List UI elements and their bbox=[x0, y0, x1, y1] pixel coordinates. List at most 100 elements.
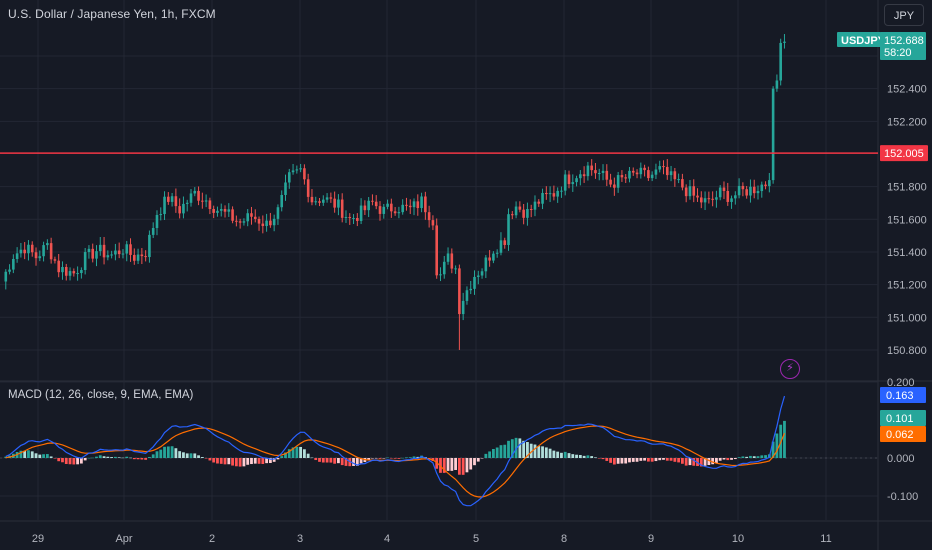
macd-histogram-bar bbox=[189, 453, 193, 458]
macd-value-tag-text: 0.163 bbox=[886, 390, 914, 402]
macd-histogram-bar bbox=[612, 458, 616, 465]
macd-histogram-bar bbox=[42, 454, 45, 458]
symbol-tag-text: USDJPY bbox=[841, 35, 886, 47]
candle-body bbox=[533, 201, 537, 210]
macd-histogram-bar bbox=[38, 454, 42, 458]
macd-axis-label: 0.200 bbox=[887, 377, 915, 389]
time-axis-label: 4 bbox=[384, 533, 390, 545]
macd-histogram-bar bbox=[310, 457, 314, 459]
macd-histogram-bar bbox=[227, 458, 231, 465]
candle-body bbox=[628, 170, 631, 179]
macd-histogram-bar bbox=[261, 458, 265, 465]
macd-histogram-bar bbox=[136, 458, 140, 460]
candle-body bbox=[386, 203, 389, 207]
candle-body bbox=[745, 189, 748, 196]
macd-histogram-bar bbox=[374, 458, 378, 459]
candle-body bbox=[681, 179, 684, 188]
candle-body bbox=[518, 206, 522, 210]
candle-body bbox=[291, 170, 295, 173]
candle-body bbox=[711, 198, 714, 200]
candle-body bbox=[333, 198, 336, 208]
macd-histogram-bar bbox=[749, 455, 752, 458]
candle-body bbox=[609, 179, 612, 185]
macd-histogram-bar bbox=[473, 458, 476, 466]
candle-body bbox=[408, 205, 412, 208]
macd-histogram-bar bbox=[151, 454, 155, 458]
macd-histogram-bar bbox=[64, 458, 68, 464]
macd-histogram-bar bbox=[405, 457, 408, 458]
price-axis-label: 152.400 bbox=[887, 84, 927, 96]
macd-histogram-bar bbox=[378, 458, 382, 459]
macd-histogram-bar bbox=[495, 447, 499, 458]
candle-body bbox=[579, 174, 582, 179]
candle-body bbox=[749, 186, 752, 196]
price-axis-label: 151.600 bbox=[887, 214, 927, 226]
macd-histogram-bar bbox=[412, 456, 416, 458]
macd-histogram-bar bbox=[476, 458, 480, 462]
macd-histogram-bar bbox=[745, 456, 749, 458]
macd-histogram-bar bbox=[337, 458, 340, 464]
candle-body bbox=[734, 195, 737, 199]
macd-histogram-bar bbox=[76, 458, 79, 465]
macd-histogram-bar bbox=[665, 458, 669, 461]
candle-body bbox=[235, 220, 238, 222]
macd-axis-label: -0.100 bbox=[887, 491, 918, 503]
candle-body bbox=[322, 199, 325, 203]
macd-histogram-bar bbox=[121, 457, 125, 459]
candle-body bbox=[480, 271, 484, 276]
candle-body bbox=[635, 172, 639, 175]
macd-histogram-bar bbox=[480, 458, 484, 459]
macd-histogram-bar bbox=[684, 458, 688, 466]
macd-histogram-bar bbox=[299, 446, 303, 458]
candle-body bbox=[46, 243, 49, 246]
macd-histogram-bar bbox=[397, 458, 401, 459]
macd-histogram-bar bbox=[329, 458, 333, 463]
candle-body bbox=[476, 275, 480, 277]
macd-histogram-bar bbox=[677, 458, 681, 463]
candle-body bbox=[563, 174, 567, 191]
currency-button[interactable]: JPY bbox=[884, 4, 924, 26]
candle-body bbox=[522, 209, 525, 218]
candle-body bbox=[771, 88, 775, 181]
candle-body bbox=[53, 259, 57, 261]
time-axis-label: 8 bbox=[561, 533, 567, 545]
macd-histogram-bar bbox=[344, 458, 348, 466]
candle-body bbox=[303, 168, 306, 180]
candle-body bbox=[393, 211, 397, 214]
macd-histogram-bar bbox=[435, 458, 439, 469]
candle-body bbox=[688, 186, 692, 197]
last-price-tag bbox=[880, 32, 926, 60]
macd-histogram-bar bbox=[359, 458, 363, 464]
macd-histogram-bar bbox=[578, 455, 582, 458]
candle-body bbox=[495, 252, 499, 254]
candle-body bbox=[722, 187, 726, 192]
candle-body bbox=[752, 186, 756, 194]
candle-body bbox=[499, 240, 503, 253]
macd-histogram-bar bbox=[756, 456, 760, 458]
macd-histogram-bar bbox=[730, 458, 733, 460]
macd-histogram-bar bbox=[276, 458, 280, 460]
macd-histogram-bar bbox=[457, 458, 461, 475]
candle-body bbox=[242, 221, 246, 223]
macd-histogram-bar bbox=[639, 458, 643, 461]
lightning-icon[interactable]: ⚡ bbox=[780, 359, 800, 379]
candle-body bbox=[658, 166, 662, 170]
candle-body bbox=[356, 217, 359, 221]
macd-histogram-bar bbox=[442, 458, 446, 473]
macd-histogram-bar bbox=[609, 458, 612, 463]
macd-histogram-bar bbox=[371, 458, 374, 459]
macd-histogram-bar bbox=[733, 458, 737, 460]
macd-histogram-bar bbox=[155, 451, 159, 458]
price-axis-label: 151.000 bbox=[887, 312, 927, 324]
candle-body bbox=[446, 253, 450, 262]
macd-histogram-bar bbox=[125, 456, 129, 458]
candle-body bbox=[461, 300, 465, 315]
candle-body bbox=[140, 254, 144, 257]
macd-indicator-title[interactable]: MACD (12, 26, close, 9, EMA, EMA) bbox=[8, 389, 194, 401]
macd-histogram-bar bbox=[465, 458, 469, 473]
macd-histogram-bar bbox=[265, 458, 268, 464]
macd-histogram-bar bbox=[132, 458, 136, 460]
candle-body bbox=[779, 42, 782, 81]
candle-body bbox=[352, 217, 355, 219]
